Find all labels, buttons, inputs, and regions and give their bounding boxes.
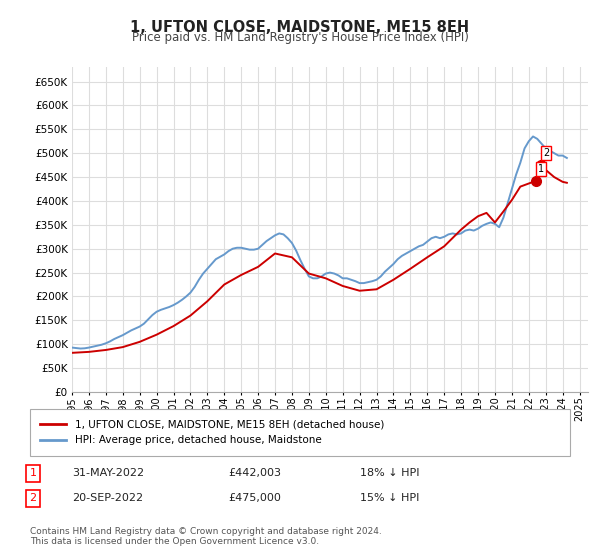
Text: 18% ↓ HPI: 18% ↓ HPI (360, 468, 419, 478)
Text: 2: 2 (543, 148, 549, 158)
Text: 15% ↓ HPI: 15% ↓ HPI (360, 493, 419, 503)
Text: 2: 2 (29, 493, 37, 503)
Text: 1: 1 (29, 468, 37, 478)
Text: Contains HM Land Registry data © Crown copyright and database right 2024.
This d: Contains HM Land Registry data © Crown c… (30, 526, 382, 546)
Legend: 1, UFTON CLOSE, MAIDSTONE, ME15 8EH (detached house), HPI: Average price, detach: 1, UFTON CLOSE, MAIDSTONE, ME15 8EH (det… (35, 415, 389, 450)
Text: £442,003: £442,003 (228, 468, 281, 478)
Text: 1, UFTON CLOSE, MAIDSTONE, ME15 8EH: 1, UFTON CLOSE, MAIDSTONE, ME15 8EH (130, 20, 470, 35)
Text: 1: 1 (538, 164, 544, 174)
Text: 20-SEP-2022: 20-SEP-2022 (72, 493, 143, 503)
FancyBboxPatch shape (30, 409, 570, 456)
Text: £475,000: £475,000 (228, 493, 281, 503)
Text: Price paid vs. HM Land Registry's House Price Index (HPI): Price paid vs. HM Land Registry's House … (131, 31, 469, 44)
Text: 31-MAY-2022: 31-MAY-2022 (72, 468, 144, 478)
